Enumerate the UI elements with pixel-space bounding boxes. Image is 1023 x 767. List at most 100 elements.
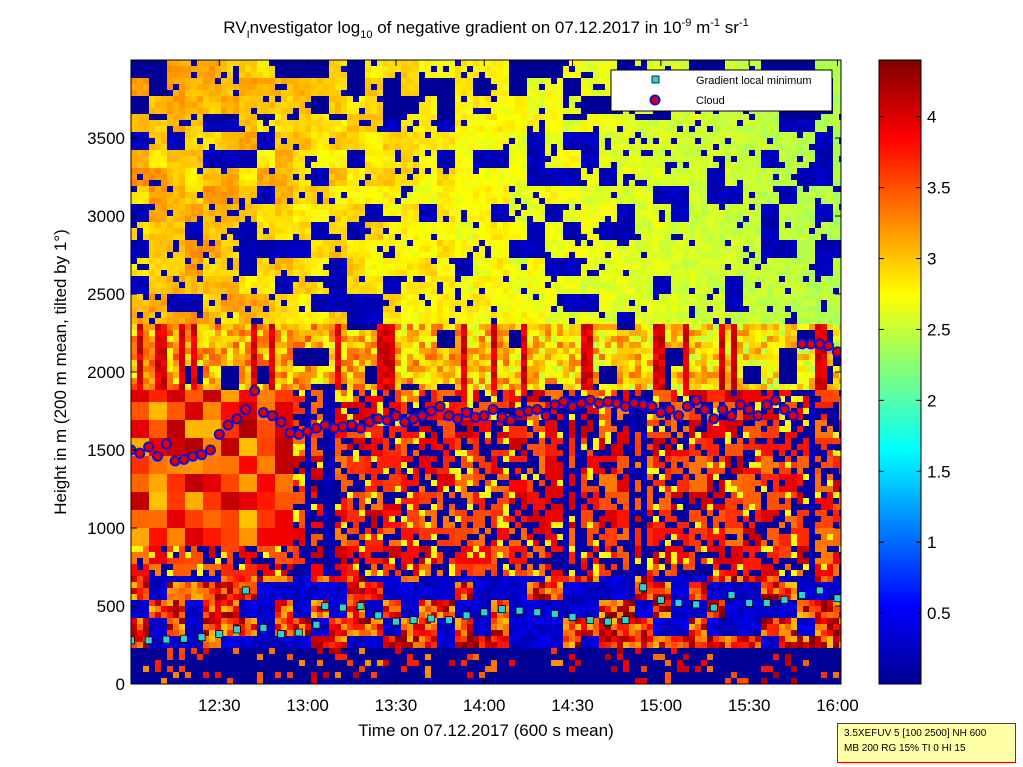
heatmap-cell <box>203 84 210 91</box>
heatmap-cell <box>269 594 276 601</box>
heatmap-cell <box>389 444 396 451</box>
heatmap-cell <box>275 252 282 259</box>
heatmap-cell <box>161 462 168 469</box>
heatmap-cell <box>317 138 324 145</box>
heatmap-cell <box>149 564 156 571</box>
heatmap-cell <box>335 450 342 457</box>
heatmap-cell <box>137 624 144 631</box>
heatmap-cell <box>143 384 150 391</box>
heatmap-cell <box>221 222 228 229</box>
heatmap-cell <box>311 504 318 511</box>
heatmap-cell <box>191 348 198 355</box>
heatmap-cell <box>131 420 138 427</box>
heatmap-cell <box>311 678 318 684</box>
heatmap-cell <box>149 474 156 481</box>
heatmap-cell <box>311 492 318 499</box>
heatmap-cell <box>191 186 198 193</box>
heatmap-cell <box>323 570 330 577</box>
heatmap-cell <box>281 150 288 157</box>
heatmap-cell <box>143 204 150 211</box>
heatmap-cell <box>131 534 138 541</box>
heatmap-cell <box>269 510 276 517</box>
heatmap-cell <box>149 204 156 211</box>
heatmap-cell <box>299 348 306 355</box>
heatmap-cell <box>371 348 378 355</box>
heatmap-cell <box>407 222 414 229</box>
heatmap-cell <box>329 84 336 91</box>
heatmap-cell <box>209 666 216 673</box>
heatmap-cell <box>365 60 372 67</box>
heatmap-cell <box>401 672 408 679</box>
heatmap-cell <box>299 462 306 469</box>
heatmap-cell <box>221 330 228 337</box>
heatmap-cell <box>329 414 336 421</box>
heatmap-cell <box>197 102 204 109</box>
heatmap-cell <box>269 552 276 559</box>
heatmap-cell <box>275 114 282 121</box>
heatmap-cell <box>173 444 180 451</box>
heatmap-cell <box>395 126 402 133</box>
heatmap-cell <box>137 216 144 223</box>
heatmap-cell <box>173 636 180 643</box>
heatmap-cell <box>257 522 264 529</box>
heatmap-cell <box>389 282 396 289</box>
heatmap-cell <box>365 408 372 415</box>
heatmap-cell <box>167 186 174 193</box>
heatmap-cell <box>347 414 354 421</box>
heatmap-cell <box>341 336 348 343</box>
heatmap-cell <box>155 384 162 391</box>
heatmap-cell <box>305 312 312 319</box>
heatmap-cell <box>293 108 300 115</box>
heatmap-cell <box>377 636 384 643</box>
heatmap-cell <box>131 402 138 409</box>
heatmap-cell <box>353 492 360 499</box>
heatmap-cell <box>377 390 384 397</box>
heatmap-cell <box>245 414 252 421</box>
heatmap-cell <box>161 402 168 409</box>
heatmap-cell <box>251 342 258 349</box>
heatmap-cell <box>323 438 330 445</box>
heatmap-cell <box>293 240 300 247</box>
heatmap-cell <box>317 300 324 307</box>
heatmap-cell <box>215 162 222 169</box>
heatmap-cell <box>365 144 372 151</box>
heatmap-cell <box>353 636 360 643</box>
heatmap-cell <box>389 150 396 157</box>
heatmap-cell <box>251 222 258 229</box>
heatmap-cell <box>323 366 330 373</box>
heatmap-cell <box>173 480 180 487</box>
heatmap-cell <box>131 336 138 343</box>
heatmap-cell <box>299 210 306 217</box>
heatmap-cell <box>233 114 240 121</box>
heatmap-cell <box>413 210 420 217</box>
heatmap-cell <box>359 480 366 487</box>
heatmap-cell <box>263 486 270 493</box>
heatmap-cell <box>293 618 300 625</box>
heatmap-cell <box>185 306 192 313</box>
heatmap-cell <box>377 168 384 175</box>
heatmap-cell <box>305 336 312 343</box>
heatmap-cell <box>251 630 258 637</box>
heatmap-cell <box>197 390 204 397</box>
heatmap-cell <box>197 438 204 445</box>
heatmap-cell <box>311 270 318 277</box>
heatmap-cell <box>299 522 306 529</box>
heatmap-cell <box>407 288 414 295</box>
heatmap-cell <box>401 510 408 517</box>
heatmap-cell <box>239 660 246 667</box>
heatmap-cell <box>287 558 294 565</box>
heatmap-cell <box>173 438 180 445</box>
heatmap-cell <box>293 234 300 241</box>
heatmap-cell <box>311 594 318 601</box>
heatmap-cell <box>203 630 210 637</box>
heatmap-cell <box>173 282 180 289</box>
heatmap-cell <box>377 660 384 667</box>
heatmap-cell <box>161 582 168 589</box>
heatmap-cell <box>383 552 390 559</box>
heatmap-cell <box>197 546 204 553</box>
heatmap-cell <box>353 432 360 439</box>
heatmap-cell <box>251 132 258 139</box>
heatmap-cell <box>269 534 276 541</box>
heatmap-cell <box>221 144 228 151</box>
heatmap-cell <box>179 396 186 403</box>
